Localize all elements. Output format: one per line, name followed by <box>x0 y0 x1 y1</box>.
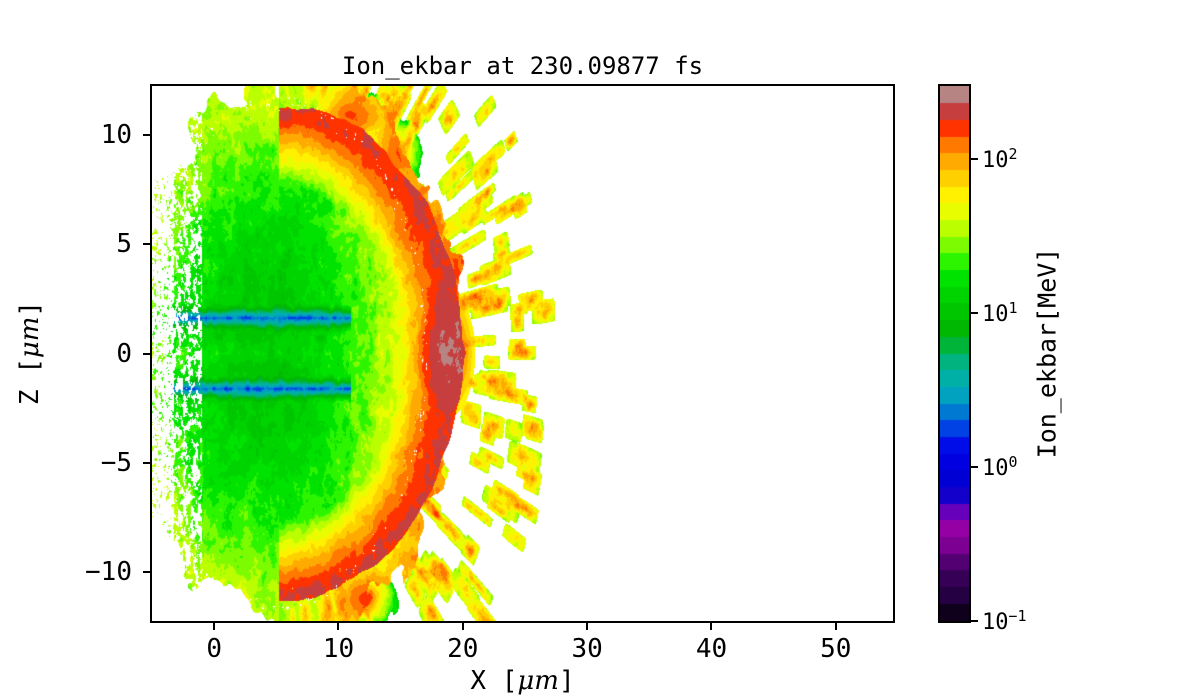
colorbar-label: Ion_ekbar[MeV] <box>1032 247 1062 459</box>
y-tick-label: −5 <box>100 447 132 478</box>
x-tick-mark <box>834 623 837 630</box>
y-tick-mark <box>143 461 150 464</box>
heatmap-field <box>152 86 893 621</box>
y-tick-mark <box>143 570 150 573</box>
colorbar-tick-mark <box>971 158 978 161</box>
x-tick-label: 30 <box>571 634 603 664</box>
y-tick-label: 0 <box>116 338 132 369</box>
x-tick-label: 20 <box>447 634 479 664</box>
x-tick-mark <box>710 623 713 630</box>
x-tick-label: 50 <box>820 634 852 664</box>
plot-title: Ion_ekbar at 230.09877 fs <box>341 52 704 80</box>
plot-axes <box>150 84 895 623</box>
colorbar-tick-label: 100 <box>982 452 1018 482</box>
colorbar-tick-mark <box>971 620 978 622</box>
y-tick-mark <box>143 134 150 137</box>
colorbar-tick-label: 101 <box>982 299 1018 328</box>
colorbar-tick-mark <box>971 312 978 315</box>
y-axis-label: Z [μm] <box>15 300 45 406</box>
colorbar-gradient <box>940 86 969 621</box>
x-tick-label: 40 <box>695 634 728 664</box>
x-tick-label: 10 <box>322 634 355 664</box>
x-tick-mark <box>337 623 340 630</box>
x-tick-mark <box>461 623 464 630</box>
y-tick-mark <box>143 352 150 355</box>
y-tick-mark <box>143 243 150 246</box>
colorbar-tick-label: 10−1 <box>982 606 1027 636</box>
x-axis-label: X [μm] <box>470 666 575 696</box>
x-tick-mark <box>586 623 589 630</box>
y-tick-label: 10 <box>100 120 132 151</box>
y-tick-label: −10 <box>85 556 132 587</box>
colorbar <box>938 84 971 623</box>
x-tick-label: 0 <box>206 634 222 664</box>
x-tick-mark <box>213 623 216 630</box>
y-tick-label: 5 <box>116 229 132 260</box>
colorbar-tick-mark <box>971 466 978 469</box>
colorbar-tick-label: 102 <box>982 145 1018 174</box>
